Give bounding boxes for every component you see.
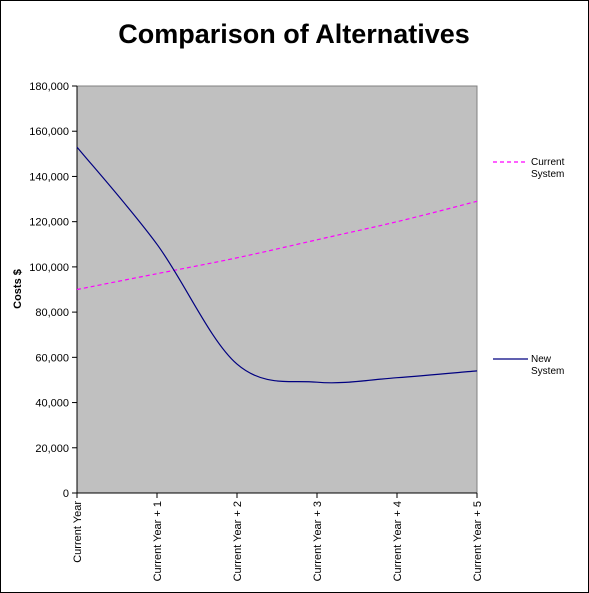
x-tick-label: Current Year bbox=[72, 501, 84, 563]
series-layer bbox=[76, 146, 478, 384]
x-tick-label: Current Year + 5 bbox=[472, 501, 484, 581]
x-tick-label: Current Year + 4 bbox=[392, 501, 404, 581]
plot-area bbox=[76, 85, 478, 494]
y-tick-label: 180,000 bbox=[29, 81, 69, 93]
x-tick-label: Current Year + 1 bbox=[152, 501, 164, 581]
y-tick-label: 80,000 bbox=[35, 307, 69, 319]
y-axis-label: Costs $ bbox=[12, 269, 24, 309]
y-tick-label: 160,000 bbox=[29, 126, 69, 138]
y-axis: 0 20,000 40,000 60,000 80,000 100,000 120,000 1… bbox=[29, 81, 78, 500]
y-tick-label: 140,000 bbox=[29, 171, 69, 183]
series-line-current-system bbox=[76, 200, 478, 291]
y-tick-label: 0 bbox=[63, 488, 69, 500]
y-tick-label: 20,000 bbox=[35, 443, 69, 455]
y-tick-label: 100,000 bbox=[29, 262, 69, 274]
y-tick-label: 60,000 bbox=[35, 352, 69, 364]
legend-label: Current bbox=[531, 157, 565, 168]
series-line-new-system bbox=[76, 146, 478, 384]
chart-title: Comparison of Alternatives bbox=[118, 19, 470, 49]
y-tick-label: 120,000 bbox=[29, 217, 69, 229]
legend-label: System bbox=[531, 169, 564, 180]
x-tick-label: Current Year + 3 bbox=[312, 501, 324, 581]
x-axis: Current Year Current Year + 1 Current Year… bbox=[72, 492, 484, 581]
legend-label: New bbox=[531, 354, 552, 365]
y-tick-label: 40,000 bbox=[35, 398, 69, 410]
legend-label: System bbox=[531, 366, 564, 377]
x-tick-label: Current Year + 2 bbox=[232, 501, 244, 581]
